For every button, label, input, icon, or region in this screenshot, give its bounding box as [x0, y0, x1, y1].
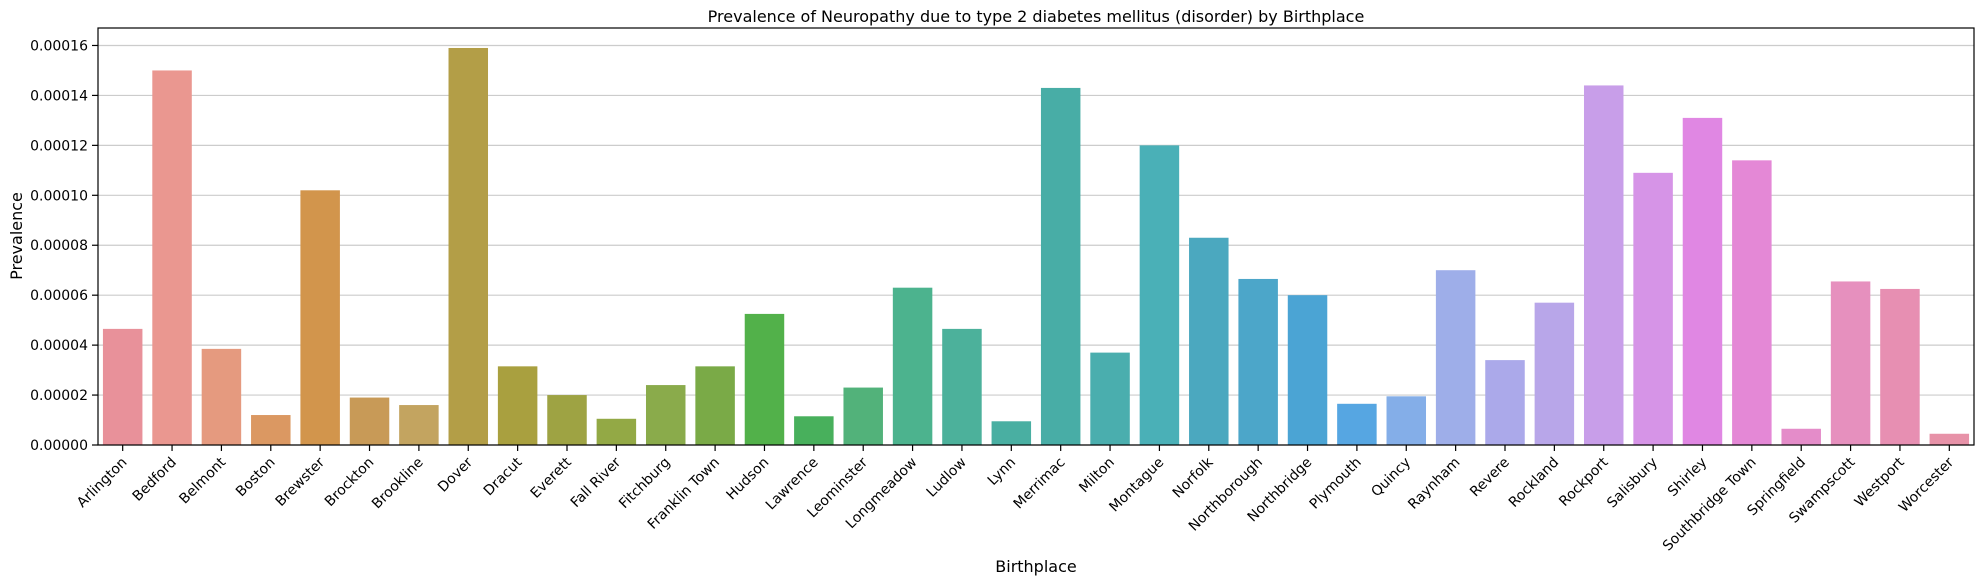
y-tick-label: 0.00008	[30, 238, 88, 254]
bar-dover	[448, 47, 489, 446]
bar-dracut	[497, 366, 538, 445]
bar-fall-river	[596, 418, 637, 445]
bar-merrimac	[1040, 87, 1081, 445]
x-tick-label: Dracut	[481, 454, 526, 499]
gridlines	[98, 44, 1974, 446]
x-tick-label: Southbridge Town	[1660, 455, 1760, 555]
chart-title: Prevalence of Neuropathy due to type 2 d…	[708, 7, 1365, 26]
x-axis-label: Birthplace	[995, 557, 1076, 576]
x-tick-label: Hudson	[723, 455, 772, 504]
y-tick-label: 0.00012	[30, 138, 88, 154]
y-tick-label: 0.00014	[30, 88, 88, 104]
bar-hudson	[744, 313, 785, 445]
bar-lynn	[991, 421, 1032, 445]
y-tick-label: 0.00002	[30, 388, 88, 404]
bar-springfield	[1781, 428, 1821, 445]
x-tick-label: Brookline	[369, 455, 427, 513]
x-tick-label: Milton	[1076, 455, 1118, 497]
bar-milton	[1090, 352, 1130, 445]
x-tick-label: Revere	[1467, 455, 1513, 501]
x-tick-label: Ludlow	[924, 455, 970, 501]
bar-norfolk	[1189, 237, 1229, 445]
x-tick-label: Fall River	[568, 454, 625, 511]
bar-lawrence	[794, 416, 834, 445]
x-tick-label: Bedford	[130, 455, 180, 505]
plot-frame	[97, 27, 1975, 446]
bar-rockport	[1583, 85, 1624, 445]
x-tick-label: Boston	[233, 455, 279, 501]
bar-worcester	[1929, 433, 1970, 445]
bar-revere	[1485, 360, 1525, 445]
bar-salisbury	[1633, 172, 1673, 445]
bar-franklin-town	[695, 366, 735, 445]
bar-ludlow	[942, 328, 982, 445]
y-axis-ticks: 0.00000 0.00002 0.00004 0.00006 0.00008 0.000…	[30, 38, 98, 454]
bar-shirley	[1682, 117, 1723, 445]
bar-brockton	[349, 397, 390, 445]
x-tick-label: Plymouth	[1307, 455, 1365, 513]
bar-northbridge	[1287, 295, 1328, 445]
x-tick-label: Arlington	[74, 455, 130, 511]
bar-northborough	[1238, 278, 1278, 445]
x-tick-label: Belmont	[176, 454, 229, 507]
y-tick-label: 0.00010	[30, 188, 88, 204]
x-tick-label: Quincy	[1368, 455, 1414, 501]
bar-leominster	[843, 387, 883, 445]
x-tick-label: Rockport	[1556, 454, 1612, 510]
y-axis-label: Prevalence	[7, 192, 26, 280]
bar-montague	[1139, 145, 1180, 445]
x-tick-label: Everett	[528, 454, 576, 502]
y-tick-label: 0.00000	[30, 438, 88, 454]
x-tick-label: Brewster	[273, 454, 329, 510]
x-tick-label: Merrimac	[1011, 455, 1069, 513]
bar-raynham	[1435, 270, 1476, 445]
bar-quincy	[1386, 396, 1427, 445]
x-tick-label: Lynn	[985, 455, 1019, 489]
bar-westport	[1880, 288, 1920, 445]
y-tick-label: 0.00006	[30, 288, 88, 304]
x-tick-label: Dover	[435, 454, 476, 495]
bar-brewster	[300, 190, 340, 445]
x-tick-label: Norfolk	[1170, 454, 1218, 502]
bar-everett	[547, 395, 587, 445]
bar-southbridge-town	[1732, 160, 1772, 446]
bar-plymouth	[1337, 403, 1377, 445]
bar-bedford	[152, 70, 192, 446]
bar-arlington	[102, 328, 143, 445]
bar-swampscott	[1830, 281, 1871, 445]
x-tick-label: Rockland	[1506, 455, 1562, 511]
bar-brookline	[399, 405, 439, 445]
x-tick-label: Raynham	[1405, 455, 1463, 513]
bar-longmeadow	[892, 287, 933, 445]
bar-rockland	[1534, 302, 1575, 445]
y-tick-label: 0.00016	[30, 38, 88, 54]
bars	[102, 47, 1970, 446]
bar-belmont	[201, 348, 242, 445]
y-tick-label: 0.00004	[30, 338, 88, 354]
x-tick-label: Shirley	[1665, 455, 1710, 500]
bar-fitchburg	[645, 385, 686, 445]
bar-boston	[251, 415, 291, 445]
x-tick-label: Salisbury	[1604, 455, 1661, 512]
